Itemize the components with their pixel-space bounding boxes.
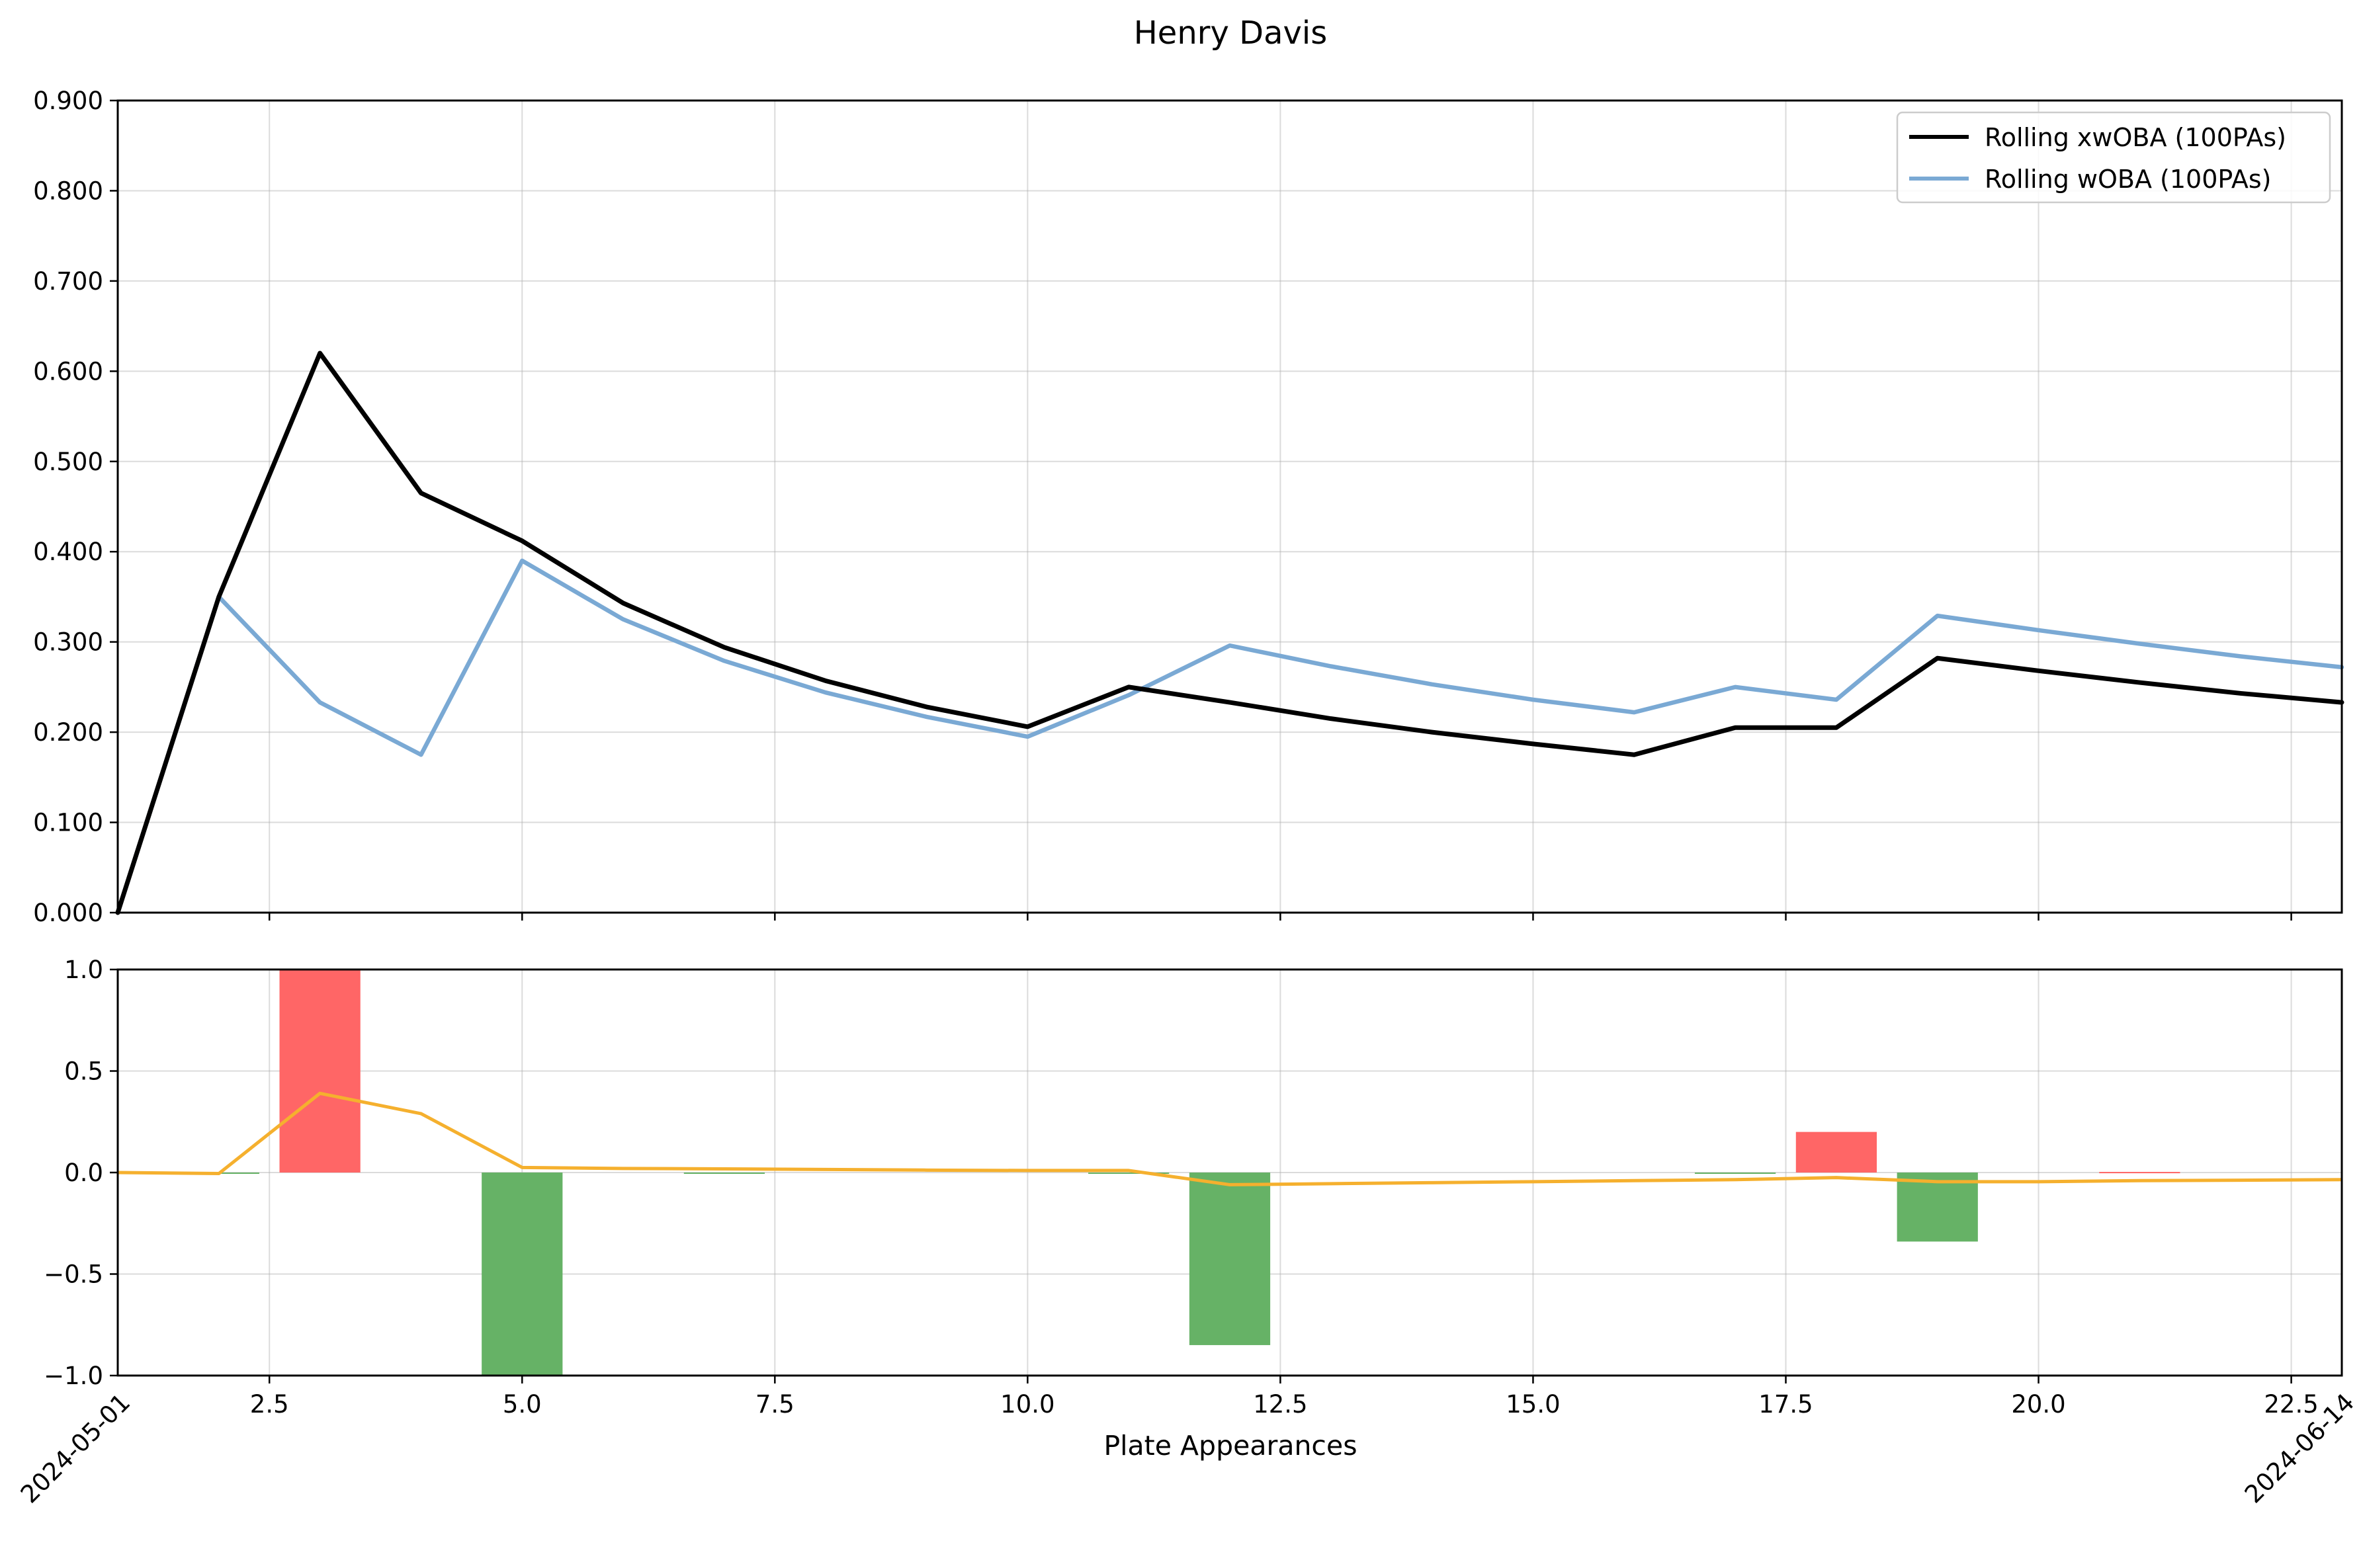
diff-bar — [1189, 1173, 1271, 1345]
bottom-x-ticks: 2.5 5.0 7.5 10.0 12.5 15.0 17.5 20.0 22.5 — [250, 1376, 2319, 1419]
top-y-tick-label: 0.200 — [33, 718, 103, 747]
diff-bar — [2099, 1172, 2180, 1174]
x-axis-title: Plate Appearances — [1103, 1430, 1357, 1462]
top-y-tick-label: 0.000 — [33, 899, 103, 927]
diff-bar — [482, 1173, 563, 1376]
diff-bar — [683, 1173, 765, 1174]
top-y-tick-label: 0.700 — [33, 267, 103, 296]
top-grid — [118, 100, 2342, 913]
legend-label-xwoba: Rolling xwOBA (100PAs) — [1985, 123, 2286, 152]
x-tick-label: 2.5 — [250, 1390, 289, 1419]
chart-title: Henry Davis — [1134, 15, 1328, 52]
x-tick-label: 15.0 — [1506, 1390, 1560, 1419]
bottom-y-tick-label: −0.5 — [44, 1260, 103, 1289]
bottom-y-tick-label: 1.0 — [64, 956, 103, 984]
bottom-y-tick-label: 0.0 — [64, 1159, 103, 1187]
top-plot-frame — [116, 99, 2343, 914]
x-tick-label: 12.5 — [1253, 1390, 1307, 1419]
legend-label-woba: Rolling wOBA (100PAs) — [1985, 165, 2272, 194]
x-tick-label: 10.0 — [1000, 1390, 1054, 1419]
x-tick-label: 7.5 — [755, 1390, 794, 1419]
diff-bar — [1897, 1173, 1978, 1242]
top-y-tick-label: 0.600 — [33, 357, 103, 386]
top-y-tick-label: 0.100 — [33, 809, 103, 837]
bottom-bars — [178, 970, 2180, 1376]
bottom-y-tick-label: −1.0 — [44, 1362, 103, 1390]
top-lines — [115, 351, 2344, 915]
rolling-diff-line — [117, 1091, 2342, 1186]
top-y-tick-label: 0.800 — [33, 177, 103, 205]
diff-bar — [1795, 1132, 1877, 1173]
x-tick-label: 17.5 — [1758, 1390, 1813, 1419]
diff-bar — [279, 970, 361, 1173]
legend-box — [1896, 111, 2331, 204]
top-y-tick-label: 0.900 — [33, 87, 103, 115]
diff-bar — [1694, 1173, 1776, 1174]
bottom-y-ticks: 1.0 0.5 0.0 −0.5 −1.0 — [44, 956, 118, 1390]
legend: Rolling xwOBA (100PAs) Rolling wOBA (100… — [1896, 111, 2331, 204]
x-tick-label: 5.0 — [503, 1390, 542, 1419]
top-y-tick-label: 0.300 — [33, 628, 103, 657]
top-y-tick-label: 0.400 — [33, 538, 103, 566]
series-line-woba — [115, 558, 2344, 915]
bottom-y-tick-label: 0.5 — [64, 1057, 103, 1086]
diff-bar — [1088, 1173, 1170, 1174]
series-line-xwoba — [115, 351, 2344, 915]
x-tick-label: 20.0 — [2011, 1390, 2065, 1419]
top-panel: 0.000 0.100 0.200 0.300 0.400 0.500 0.600 0.700… — [33, 87, 2344, 927]
top-x-ticks — [268, 913, 2292, 921]
top-y-tick-label: 0.500 — [33, 448, 103, 476]
top-y-ticks: 0.000 0.100 0.200 0.300 0.400 0.500 0.600 0.700… — [33, 87, 118, 927]
x-tick-label: 22.5 — [2264, 1390, 2318, 1419]
bottom-line — [117, 1091, 2342, 1186]
